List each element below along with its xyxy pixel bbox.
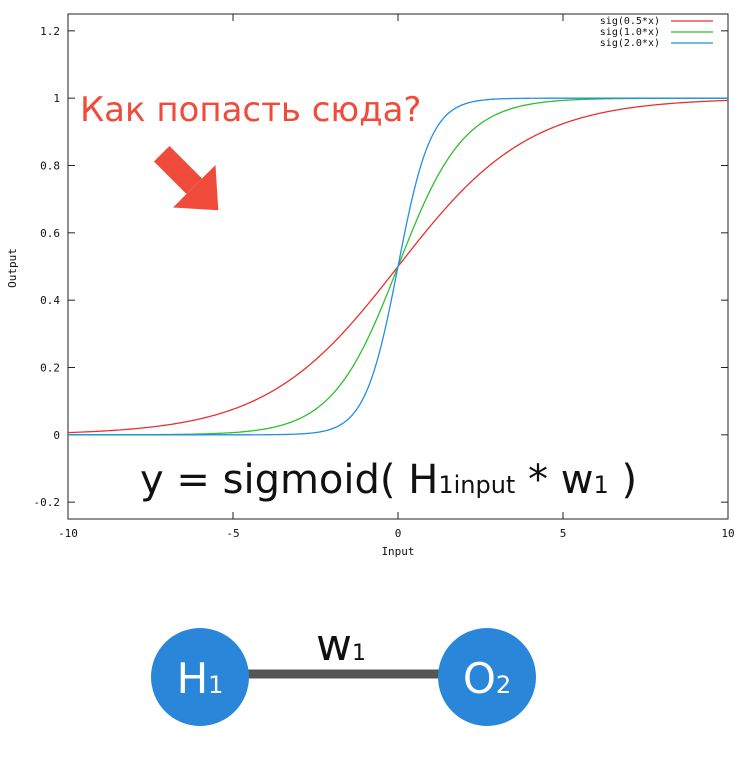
network-diagram: w1 H1 O2 [151, 620, 536, 726]
formula-mid: * w [515, 457, 593, 503]
node-h1-main: H [177, 654, 209, 703]
formula-sub-2: 1 [593, 471, 608, 499]
sigmoid-chart: -0.2 0 0.2 0.4 0.6 0.8 1 1.2 -10 -5 0 5 10 sig(0.5*x… [6, 13, 735, 558]
node-h1: H1 [151, 628, 249, 726]
node-h1-label: H1 [177, 654, 224, 703]
x-tick-label: -10 [58, 527, 78, 540]
legend-label: sig(0.5*x) [600, 16, 660, 27]
x-axis-label: Input [381, 545, 414, 558]
y-tick-label: 0.6 [40, 227, 60, 240]
node-h1-circle [151, 628, 249, 726]
series-line [68, 97, 728, 436]
node-o2-circle [438, 628, 536, 726]
y-tick-label: 1 [53, 92, 60, 105]
legend-label: sig(2.0*x) [600, 38, 660, 49]
node-o2-main: O [463, 654, 496, 703]
y-tick-label: 1.2 [40, 25, 60, 38]
axis-ticks: -0.2 0 0.2 0.4 0.6 0.8 1 1.2 -10 -5 0 5 10 [34, 14, 735, 540]
legend-label: sig(1.0*x) [600, 27, 660, 38]
y-tick-label: 0.4 [40, 294, 60, 307]
node-o2: O2 [438, 628, 536, 726]
question-annotation: Как попасть сюда? [80, 90, 421, 130]
node-o2-label: O2 [463, 654, 511, 703]
formula-sub-1: 1input [438, 471, 515, 499]
y-axis-label: Output [6, 248, 19, 288]
legend: sig(0.5*x)sig(1.0*x)sig(2.0*x) [600, 16, 713, 49]
x-tick-label: -5 [226, 527, 239, 540]
node-o2-sub: 2 [496, 671, 511, 699]
formula-annotation: y = sigmoid( H1input * w1 ) [140, 457, 637, 503]
x-tick-label: 0 [395, 527, 402, 540]
x-tick-label: 5 [560, 527, 567, 540]
y-tick-label: 0.8 [40, 160, 60, 173]
series-curves [68, 97, 728, 436]
y-tick-label: 0 [53, 429, 60, 442]
y-tick-label: -0.2 [34, 496, 61, 509]
y-tick-label: 0.2 [40, 362, 60, 375]
node-h1-sub: 1 [208, 671, 223, 699]
edge-label-sub: 1 [352, 641, 366, 666]
edge-label-main: w [316, 620, 352, 671]
formula-suffix: ) [609, 457, 637, 503]
arrow-icon [153, 145, 219, 211]
edge-label: w1 [316, 620, 366, 671]
formula-prefix: y = sigmoid( H [140, 457, 438, 503]
x-tick-label: 10 [721, 527, 734, 540]
